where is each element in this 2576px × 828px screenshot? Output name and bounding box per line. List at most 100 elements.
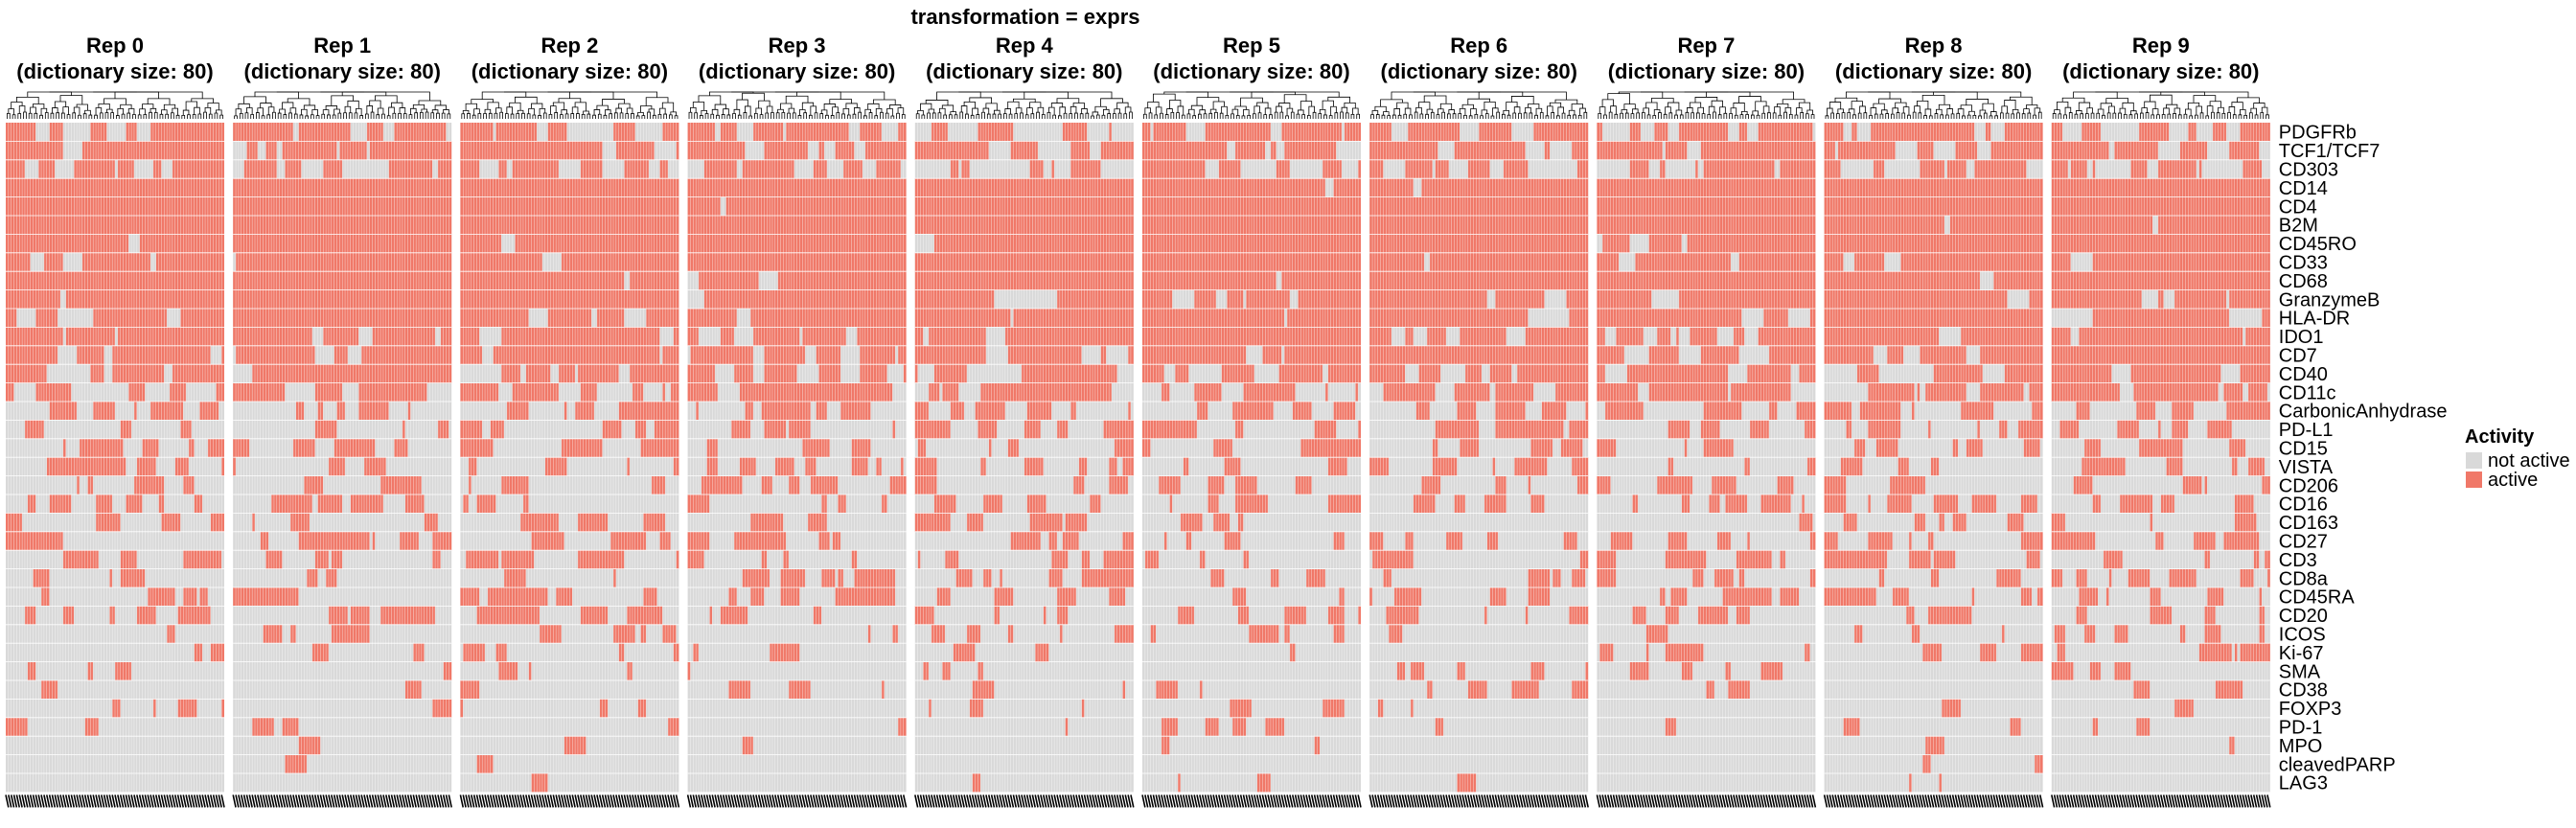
- column-tick: [645, 794, 650, 808]
- active-cells: [2147, 271, 2156, 290]
- active-cells: [2218, 643, 2232, 662]
- active-cells: [2266, 178, 2270, 197]
- active-cells: [687, 661, 691, 680]
- active-cells: [1130, 327, 1134, 346]
- active-cells: [1109, 234, 1129, 253]
- heatmap-panel: [914, 123, 1134, 793]
- active-cells: [1824, 345, 1838, 365]
- column-tick: [574, 794, 579, 808]
- active-cells: [613, 568, 616, 587]
- active-cells: [1019, 382, 1039, 402]
- active-cells: [1415, 402, 1430, 421]
- active-cells: [898, 717, 907, 737]
- column-tick: [150, 794, 154, 808]
- column-tick: [845, 794, 850, 808]
- active-cells: [742, 568, 762, 587]
- active-cells: [605, 271, 625, 290]
- active-cells: [627, 457, 631, 476]
- active-cells: [1281, 382, 1296, 402]
- active-cells: [1530, 661, 1545, 680]
- column-tick: [325, 794, 330, 808]
- active-cells: [2172, 196, 2186, 216]
- column-tick: [111, 794, 116, 808]
- column-tick: [503, 794, 508, 808]
- column-tick: [1236, 794, 1242, 808]
- active-cells: [742, 141, 746, 160]
- active-cells: [2207, 271, 2221, 290]
- column-tick: [24, 794, 29, 808]
- column-tick: [702, 794, 708, 808]
- active-cells: [271, 252, 286, 272]
- column-tick: [1018, 794, 1023, 808]
- active-cells: [358, 382, 367, 402]
- column-tick: [95, 794, 100, 808]
- column-tick: [100, 794, 105, 808]
- active-cells: [1574, 123, 1583, 142]
- active-cells: [27, 661, 36, 680]
- column-tick: [54, 794, 58, 808]
- active-cells: [152, 699, 156, 718]
- active-cells: [1142, 309, 1162, 328]
- active-cells: [1752, 382, 1767, 402]
- active-cells: [356, 438, 376, 458]
- active-cells: [802, 438, 816, 458]
- column-tick: [1571, 794, 1576, 808]
- column-tick: [749, 794, 754, 808]
- column-tick: [114, 794, 119, 808]
- active-cells: [615, 364, 619, 383]
- active-cells: [860, 364, 862, 383]
- column-tick: [1420, 794, 1425, 808]
- active-cells: [1865, 216, 1879, 235]
- column-tick: [81, 794, 86, 808]
- active-cells: [468, 475, 472, 494]
- active-cells: [1824, 196, 1844, 216]
- active-cells: [1692, 178, 1707, 197]
- active-cells: [821, 141, 825, 160]
- active-cells: [734, 345, 753, 365]
- active-cells: [1974, 178, 1978, 197]
- active-cells: [2157, 438, 2173, 458]
- active-cells: [1597, 271, 1600, 290]
- column-tick: [1248, 794, 1253, 808]
- column-tick: [235, 794, 240, 808]
- column-tick: [1656, 794, 1661, 808]
- active-cells: [528, 661, 532, 680]
- column-tick: [212, 794, 218, 808]
- active-cells: [599, 699, 609, 718]
- active-cells: [867, 271, 877, 290]
- active-cells: [1716, 289, 1736, 309]
- active-cells: [123, 309, 143, 328]
- active-cells: [1533, 345, 1553, 365]
- active-cells: [2020, 531, 2036, 551]
- column-tick: [1464, 794, 1469, 808]
- active-cells: [426, 234, 441, 253]
- active-cells: [764, 531, 778, 551]
- active-cells: [1482, 178, 1501, 197]
- active-cells: [16, 159, 25, 179]
- active-cells: [126, 141, 140, 160]
- active-cells: [1722, 587, 1742, 607]
- active-cells: [1933, 606, 1943, 625]
- column-tick: [1637, 794, 1642, 808]
- heatmap-panel: [2051, 123, 2270, 793]
- column-tick: [636, 794, 642, 808]
- active-cells: [1070, 159, 1085, 179]
- active-cells: [2204, 624, 2208, 644]
- active-cells: [1276, 159, 1290, 179]
- active-cells: [2133, 382, 2153, 402]
- active-cells: [1246, 289, 1260, 309]
- active-cells: [1980, 327, 1999, 346]
- active-cells: [512, 606, 521, 625]
- active-cells: [835, 141, 855, 160]
- active-cells: [832, 531, 841, 551]
- active-cells: [2248, 327, 2263, 346]
- active-cells: [1327, 494, 1337, 514]
- column-tick: [10, 794, 15, 808]
- active-cells: [1890, 531, 1893, 551]
- column-tick: [136, 794, 141, 808]
- column-tick: [67, 794, 73, 808]
- column-tick: [349, 794, 355, 808]
- active-cells: [221, 457, 224, 476]
- active-cells: [1324, 234, 1340, 253]
- active-cells: [1766, 364, 1775, 383]
